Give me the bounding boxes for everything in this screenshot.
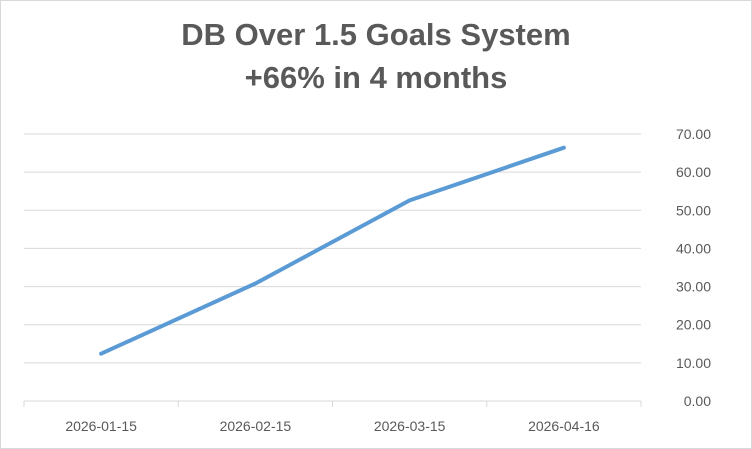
- x-axis-tick-labels: 2026-01-15 2026-02-15 2026-03-15 2026-04-16: [65, 418, 600, 434]
- gridlines: [24, 133, 641, 364]
- x-tick-label: 2026-02-15: [220, 418, 292, 434]
- chart-title-line-1: DB Over 1.5 Goals System: [181, 17, 571, 52]
- x-axis: [23, 400, 642, 407]
- x-tick-label: 2026-03-15: [374, 418, 446, 434]
- x-tick-label: 2026-04-16: [528, 418, 600, 434]
- y-tick-label: 60.00: [676, 164, 711, 180]
- chart-title: DB Over 1.5 Goals System +66% in 4 month…: [1, 13, 751, 99]
- y-tick-label: 20.00: [676, 317, 711, 333]
- y-axis-tick-labels: 0.00 10.00 20.00 30.00 40.00 50.00 60.00 70.00: [676, 126, 711, 409]
- y-tick-label: 70.00: [676, 126, 711, 142]
- y-tick-label: 40.00: [676, 240, 711, 256]
- series-line: [99, 145, 566, 356]
- y-tick-label: 50.00: [676, 202, 711, 218]
- y-tick-label: 0.00: [684, 393, 711, 409]
- y-tick-label: 30.00: [676, 279, 711, 295]
- series-lines: [99, 145, 566, 356]
- y-tick-label: 10.00: [676, 355, 711, 371]
- x-tick-label: 2026-01-15: [65, 418, 137, 434]
- chart-subtitle: +66% in 4 months: [244, 60, 508, 95]
